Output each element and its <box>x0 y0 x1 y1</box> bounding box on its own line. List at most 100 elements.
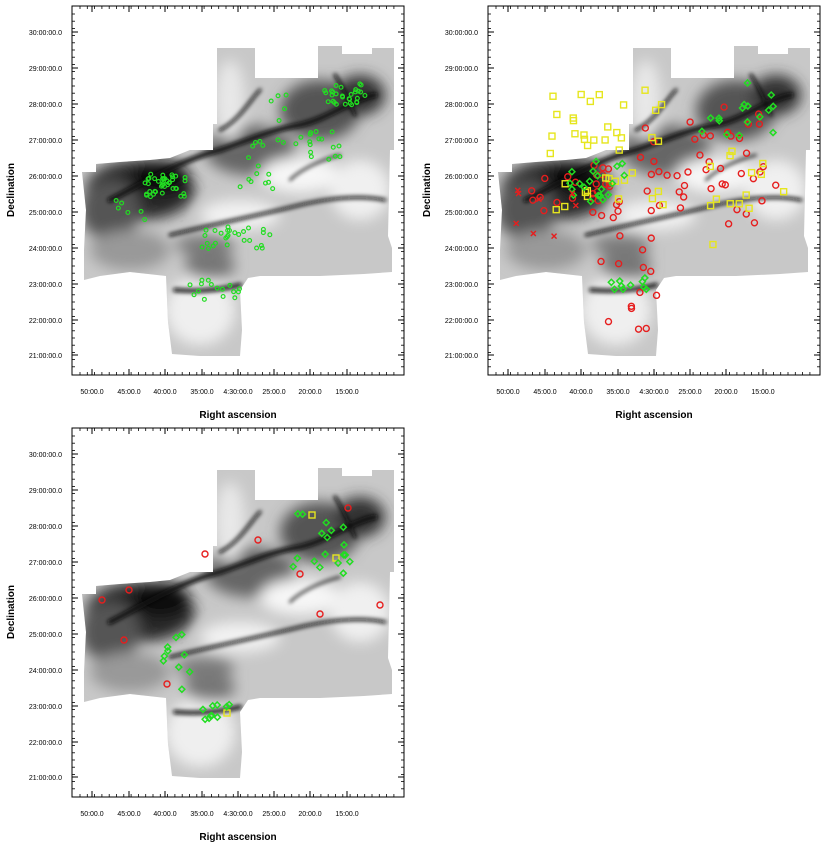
green-diamond-marker <box>163 642 172 652</box>
green-marker <box>254 171 260 177</box>
y-tick-label: 26:00:00.0 <box>445 174 478 181</box>
yellow-square-marker <box>735 200 743 208</box>
red-circle-marker <box>655 167 663 176</box>
green-marker <box>275 137 281 143</box>
red-circle-marker <box>724 220 733 228</box>
green-diamond-marker <box>769 128 778 137</box>
x-tick-label: 25:00.0 <box>262 811 285 818</box>
yellow-square-marker <box>595 90 603 99</box>
green-marker <box>313 129 319 135</box>
x-tick-label: 45:00.0 <box>117 389 140 396</box>
red-circle-marker <box>614 207 622 215</box>
green-diamond-marker <box>592 157 601 166</box>
green-diamond-marker <box>743 78 752 88</box>
red-circle-marker <box>758 197 766 205</box>
red-circle-marker <box>541 174 549 183</box>
yellow-square-marker <box>577 90 585 99</box>
y-axis-label: Declination <box>6 163 17 217</box>
yellow-square-marker <box>728 147 736 155</box>
yellow-square-marker <box>332 554 340 562</box>
yellow-square-marker <box>712 195 721 203</box>
y-tick-label: 27:00:00.0 <box>29 138 62 145</box>
x-tick-label: 45:00.0 <box>117 811 140 818</box>
red-circle-marker <box>706 132 715 140</box>
y-tick-labels: 30:00:00.0 29:00:00.0 28:00:00.0 27:00:00.0… <box>29 30 62 360</box>
green-marker <box>191 292 197 298</box>
green-diamond-marker <box>339 550 348 559</box>
red-circle-marker <box>750 219 759 227</box>
green-diamond-marker <box>608 179 617 188</box>
green-marker <box>181 191 187 197</box>
green-marker <box>214 285 220 291</box>
y-axis-label: Declination <box>422 163 433 217</box>
yellow-square-marker <box>613 128 621 137</box>
yellow-square-marker <box>742 191 750 199</box>
red-circle-marker <box>254 536 262 544</box>
green-marker <box>260 230 266 236</box>
green-marker <box>330 89 336 95</box>
red-circle-marker <box>675 188 683 196</box>
green-diamond-marker <box>198 705 207 714</box>
green-marker <box>236 286 242 292</box>
yellow-square-marker <box>553 110 561 119</box>
yellow-square-marker <box>308 511 316 519</box>
y-tick-label: 28:00:00.0 <box>29 524 62 531</box>
yellow-square-marker <box>654 187 663 196</box>
green-marker <box>254 245 260 251</box>
yellow-square-marker <box>747 168 756 177</box>
green-diamond-marker <box>593 171 602 180</box>
red-circle-marker <box>527 187 536 195</box>
green-diamond-marker <box>208 701 217 710</box>
green-diamond-marker <box>638 277 647 286</box>
green-diamond-marker <box>159 656 168 665</box>
green-diamond-marker <box>714 114 723 123</box>
green-diamond-marker <box>205 714 214 723</box>
yellow-square-marker <box>561 202 569 211</box>
x-tick-label: 40:00.0 <box>153 389 176 396</box>
axis-ticks <box>488 6 820 375</box>
green-diamond-marker <box>315 563 324 572</box>
red-circle-marker <box>650 157 658 166</box>
yellow-square-marker <box>657 100 666 109</box>
red-circle-marker <box>647 267 655 276</box>
green-marker <box>224 242 230 248</box>
panel-top-right: 30:00:00.0 29:00:00.0 28:00:00.0 27:00:00.0… <box>422 5 821 421</box>
green-marker <box>236 231 242 237</box>
red-cross-marker <box>513 220 520 227</box>
red-circle-marker <box>650 138 658 146</box>
x-tick-label: 35:00.0 <box>606 389 629 396</box>
y-tick-label: 24:00:00.0 <box>29 668 62 675</box>
yellow-square-marker <box>580 131 588 139</box>
green-marker <box>246 155 252 161</box>
green-marker <box>147 189 153 195</box>
red-circle-marker <box>721 181 730 189</box>
green-diamond-marker <box>222 702 231 711</box>
green-diamond-marker <box>618 159 627 168</box>
red-cross-marker <box>514 187 521 194</box>
green-marker <box>232 295 238 301</box>
green-marker <box>170 177 176 183</box>
red-circle-marker <box>296 570 304 578</box>
x-tick-label: 15:00.0 <box>751 389 774 396</box>
green-diamond-marker <box>738 103 747 113</box>
green-marker <box>280 140 286 146</box>
green-diamond-marker <box>597 185 606 194</box>
green-marker <box>119 200 125 206</box>
green-diamond-marker <box>322 518 331 527</box>
green-marker <box>266 171 272 177</box>
green-marker <box>152 176 158 182</box>
yellow-square-marker <box>757 170 766 179</box>
x-tick-label: 20:00.0 <box>714 389 737 396</box>
red-cross-marker <box>572 202 579 209</box>
red-circle-marker <box>614 259 623 268</box>
green-diamond-marker <box>565 179 574 188</box>
yellow-square-marker <box>548 132 556 140</box>
green-marker <box>348 91 354 97</box>
red-circle-marker <box>163 680 171 688</box>
green-marker <box>298 134 304 140</box>
x-tick-labels: 50:00.0 45:00.0 40:00.0 35:00.0 4:30:00.0 25:… <box>80 389 358 396</box>
green-marker <box>326 156 332 162</box>
green-marker <box>219 286 225 292</box>
green-marker <box>263 180 269 186</box>
